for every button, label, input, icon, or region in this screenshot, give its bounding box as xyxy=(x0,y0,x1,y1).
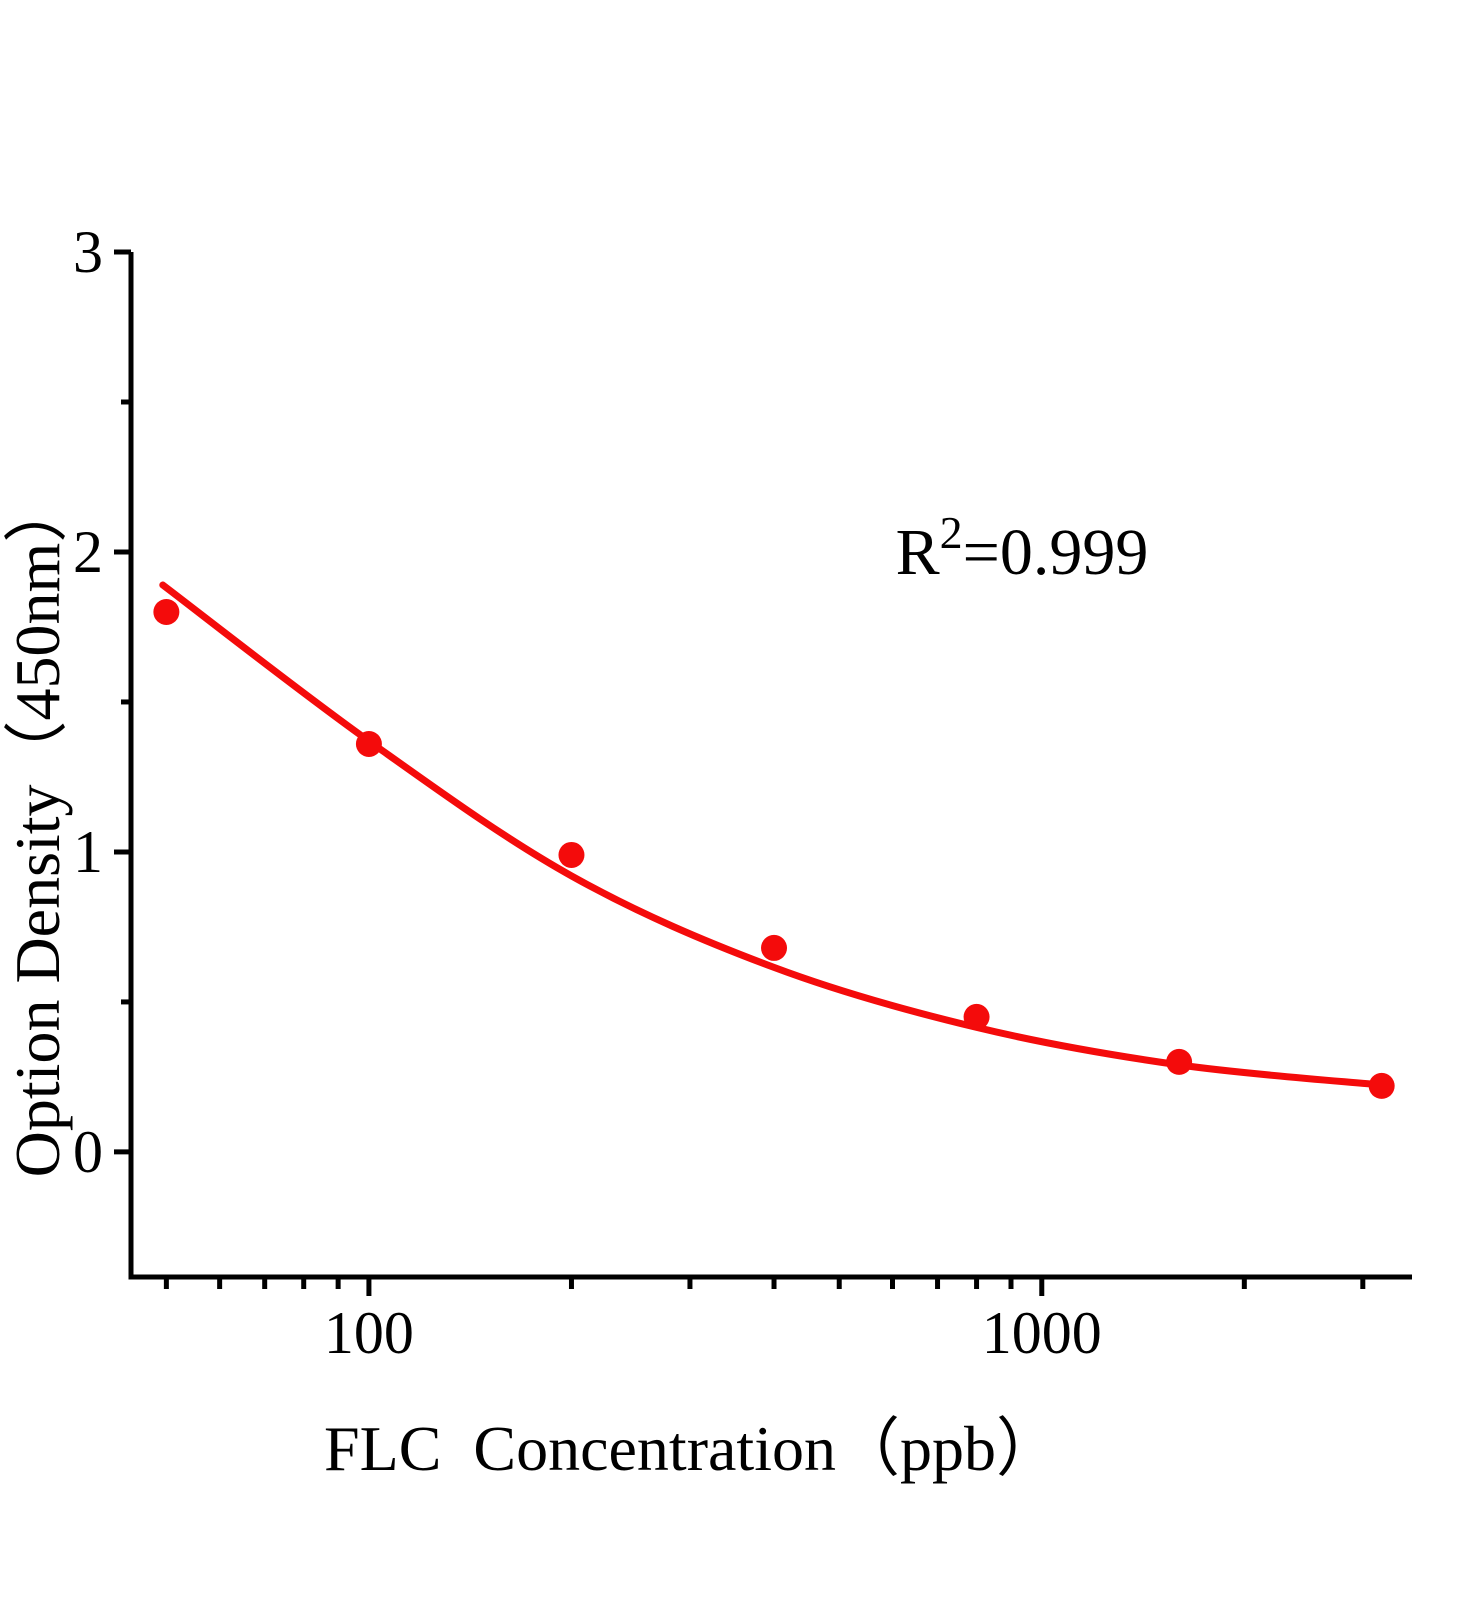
data-point xyxy=(963,1003,990,1030)
x-axis-tick-label: 1000 xyxy=(982,1300,1102,1366)
data-point xyxy=(761,934,788,961)
r-squared-value: =0.999 xyxy=(962,516,1149,589)
data-point xyxy=(1166,1048,1193,1075)
data-point xyxy=(558,841,585,868)
data-point xyxy=(153,598,180,625)
r-squared-base: R xyxy=(895,516,940,589)
y-axis-tick-label: 2 xyxy=(73,519,103,585)
y-axis-tick-label: 3 xyxy=(73,219,103,285)
data-point xyxy=(355,730,382,757)
y-axis-tick-label: 0 xyxy=(73,1119,103,1185)
fit-curve xyxy=(159,581,1386,1089)
r-squared-exponent: 2 xyxy=(939,507,963,558)
x-axis-title: FLC Concentration（ppb） xyxy=(324,1413,1060,1484)
data-point xyxy=(1368,1072,1395,1099)
r-squared-annotation: R2=0.999 xyxy=(896,510,1149,586)
x-axis-tick-label: 100 xyxy=(324,1300,414,1366)
y-axis-title: Option Density（450nm） xyxy=(2,478,73,1178)
y-axis-tick-label: 1 xyxy=(73,819,103,885)
